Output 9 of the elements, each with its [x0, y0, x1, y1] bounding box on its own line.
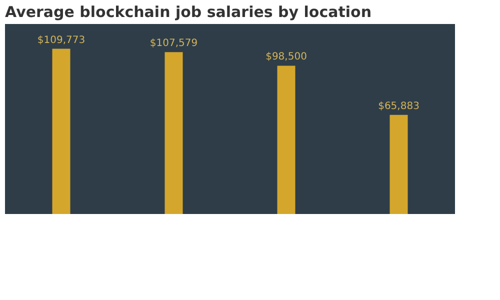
data-label: $109,773 [37, 34, 86, 46]
bar [52, 48, 70, 214]
data-label: $98,500 [266, 52, 307, 63]
bar [390, 114, 408, 214]
data-label: $107,579 [150, 38, 198, 50]
chart-title: Average blockchain job salaries by location [5, 3, 372, 21]
data-label: $65,883 [378, 100, 420, 112]
bar [277, 66, 296, 214]
bar [164, 52, 183, 214]
